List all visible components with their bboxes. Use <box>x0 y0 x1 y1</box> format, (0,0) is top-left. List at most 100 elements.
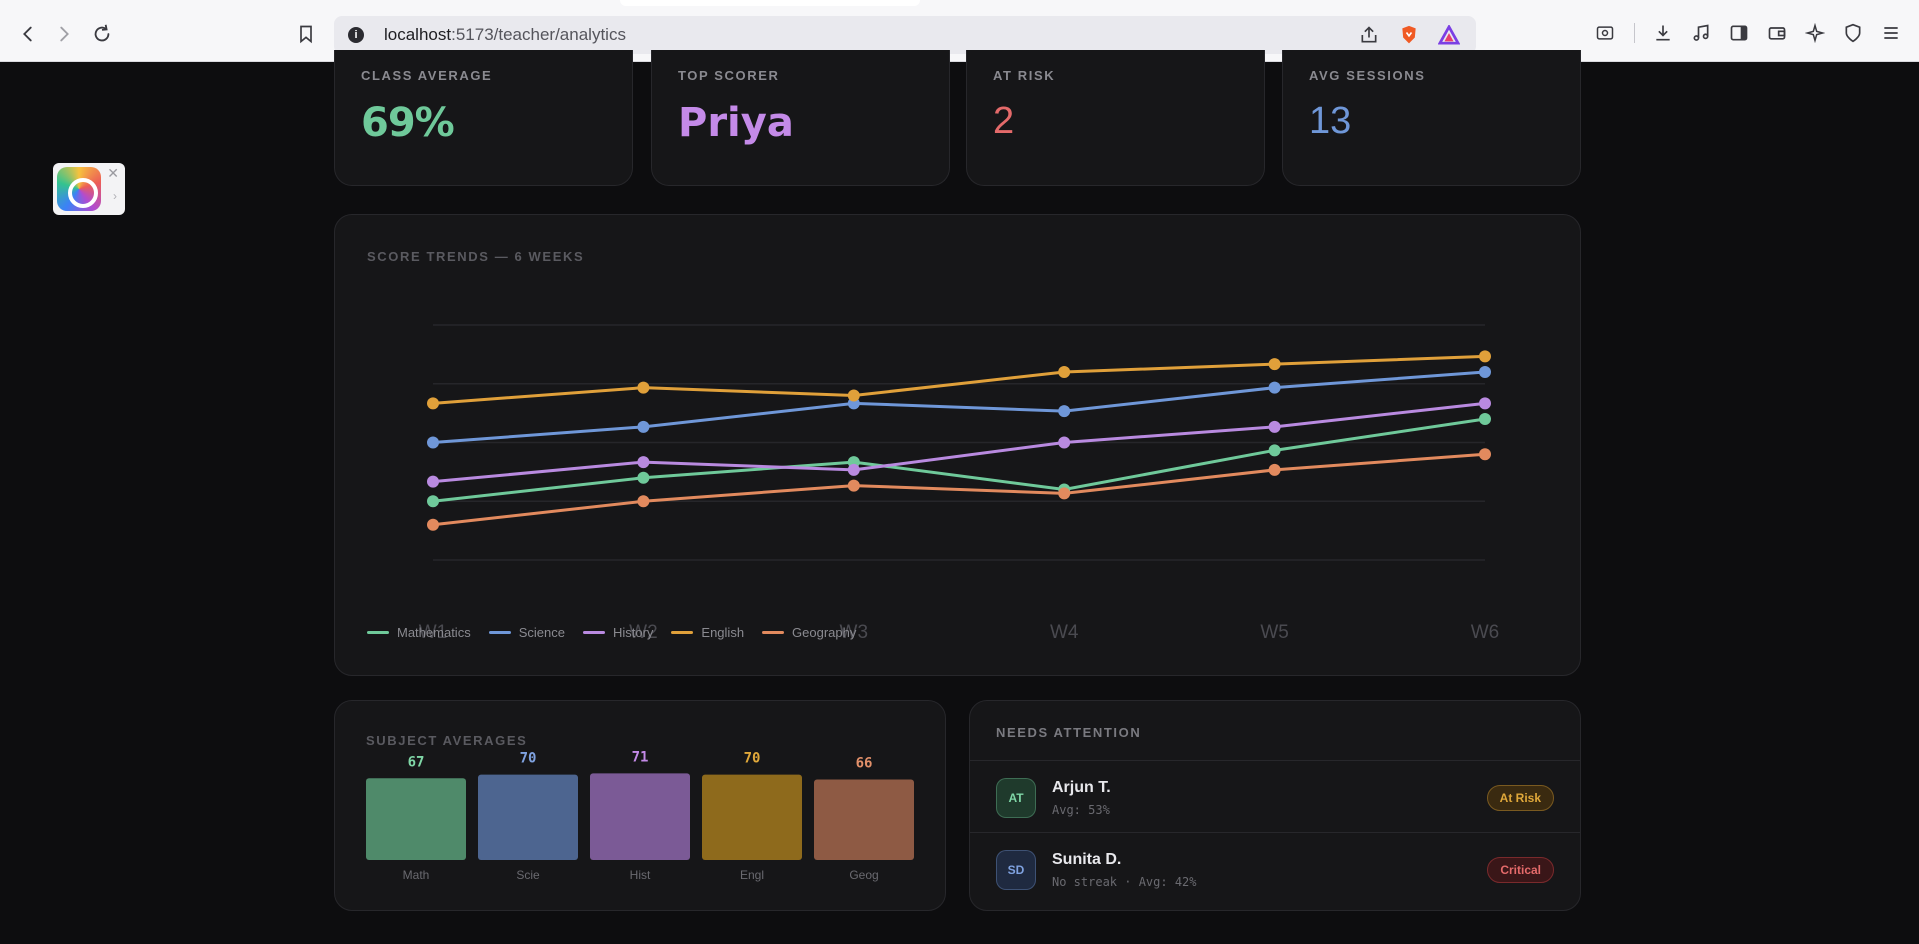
legend-label: English <box>701 625 745 640</box>
stat-label: TOP SCORER <box>678 68 780 83</box>
bar <box>366 778 466 860</box>
data-point <box>637 471 650 484</box>
media-icon[interactable] <box>1690 22 1712 44</box>
sidebar-icon[interactable] <box>1728 22 1750 44</box>
data-point <box>1058 436 1071 449</box>
data-point <box>1479 350 1491 363</box>
data-point <box>1058 487 1071 500</box>
legend-label: History <box>612 625 654 640</box>
bar-value-label: 71 <box>632 749 649 765</box>
legend-item: Science <box>488 625 565 640</box>
browser-toolbar: i localhost:5173/teacher/analytics <box>0 0 1919 62</box>
bar <box>814 779 914 860</box>
address-bar[interactable]: i localhost:5173/teacher/analytics <box>334 16 1476 54</box>
legend-label: Science <box>518 625 565 640</box>
back-arrow-icon <box>23 26 32 42</box>
legend-swatch <box>671 631 694 634</box>
stat-value: 13 <box>1309 100 1352 142</box>
data-point <box>847 389 860 402</box>
x-tick-label: W4 <box>1050 622 1079 643</box>
student-name: Arjun T. <box>1052 779 1111 796</box>
bar <box>702 774 802 860</box>
data-point <box>427 495 439 508</box>
stat-value: 2 <box>993 100 1015 142</box>
avatar: SD <box>996 850 1036 890</box>
bar-value-label: 66 <box>856 755 873 771</box>
student-row[interactable]: SD Sunita D. No streak · Avg: 42% Critic… <box>970 832 1580 904</box>
chart-legend: Mathematics Science History English Geograph… <box>367 625 856 640</box>
legend-swatch <box>367 631 389 634</box>
data-point <box>427 397 439 410</box>
data-point <box>427 475 439 488</box>
bar <box>590 773 690 860</box>
toolbar-divider <box>1632 22 1636 44</box>
avatar: AT <box>996 778 1036 818</box>
status-badge: At Risk <box>1486 785 1554 811</box>
bar-category-label: Engl <box>740 868 764 882</box>
url-path: :5173/teacher/analytics <box>451 25 626 44</box>
forward-arrow-icon <box>60 26 69 42</box>
forward-button[interactable] <box>50 20 78 48</box>
series-line <box>432 370 1486 444</box>
chevron-right-icon[interactable]: › <box>113 189 117 203</box>
back-button[interactable] <box>14 20 42 48</box>
bookmark-button[interactable] <box>292 20 320 48</box>
bar <box>478 774 578 860</box>
stat-label: AT RISK <box>993 68 1056 83</box>
bar-category-label: Geog <box>849 868 878 882</box>
data-point <box>637 495 650 508</box>
student-row[interactable]: AT Arjun T. Avg: 53% At Risk <box>970 760 1580 832</box>
data-point <box>1479 366 1491 378</box>
share-icon[interactable] <box>1358 24 1380 46</box>
stat-label: AVG SESSIONS <box>1309 68 1426 83</box>
series-line <box>432 401 1486 484</box>
needs-attention-card: NEEDS ATTENTION AT Arjun T. Avg: 53% At … <box>969 700 1581 911</box>
bar-category-label: Math <box>403 868 430 882</box>
close-icon[interactable]: ✕ <box>107 165 119 181</box>
data-point <box>1268 381 1281 394</box>
legend-swatch <box>582 631 605 634</box>
needs-attention-title: NEEDS ATTENTION <box>996 725 1142 740</box>
bar-category-label: Hist <box>630 868 651 882</box>
stat-value: Priya <box>678 100 794 146</box>
series-line <box>432 452 1486 527</box>
brave-rewards-icon[interactable] <box>1438 24 1460 46</box>
legend-item: Mathematics <box>367 625 471 640</box>
downloads-icon[interactable] <box>1652 22 1674 44</box>
url-text[interactable]: localhost:5173/teacher/analytics <box>384 25 626 45</box>
data-point <box>637 381 650 394</box>
reload-button[interactable] <box>88 20 116 48</box>
data-point <box>427 436 439 449</box>
score-trends-chart: W1 W2 W3 W4 W5 W6 <box>419 324 1499 643</box>
score-trends-card: SCORE TRENDS — 6 WEEKS W1 W2 W3 W4 W5 W6 Math… <box>334 214 1581 676</box>
extension-logo-icon[interactable] <box>57 167 101 211</box>
leo-ai-icon[interactable] <box>1804 22 1826 44</box>
score-trends-title: SCORE TRENDS — 6 WEEKS <box>367 249 585 264</box>
legend-swatch <box>488 631 511 634</box>
vpn-icon[interactable] <box>1842 22 1864 44</box>
data-point <box>1479 413 1491 425</box>
data-point <box>847 463 860 476</box>
x-tick-label: W2 <box>629 622 658 643</box>
site-info-icon[interactable]: i <box>348 27 364 43</box>
reader-mode-icon[interactable] <box>1594 22 1616 44</box>
wallet-icon[interactable] <box>1766 22 1788 44</box>
data-point <box>1268 420 1281 433</box>
active-tab-indicator <box>620 0 920 6</box>
bookmark-icon <box>300 25 312 44</box>
subject-averages-card: SUBJECT AVERAGES 67 Math 70 Scie 71 Hist 70 Eng… <box>334 700 946 911</box>
x-tick-label: W5 <box>1260 622 1289 643</box>
stat-card-class-average: CLASS AVERAGE 69% <box>334 50 633 186</box>
bar-category-label: Scie <box>516 868 540 882</box>
data-point <box>847 479 860 492</box>
x-tick-label: W3 <box>840 622 869 643</box>
brave-shields-icon[interactable] <box>1398 24 1420 46</box>
data-point <box>1268 463 1281 476</box>
extension-widget[interactable]: ✕ › <box>53 163 125 215</box>
series-line <box>432 354 1486 405</box>
subject-averages-title: SUBJECT AVERAGES <box>366 733 528 748</box>
menu-icon[interactable] <box>1880 22 1902 44</box>
data-point <box>1268 444 1281 457</box>
stat-card-avg-sessions: AVG SESSIONS 13 <box>1282 50 1581 186</box>
legend-item: History <box>582 625 654 640</box>
